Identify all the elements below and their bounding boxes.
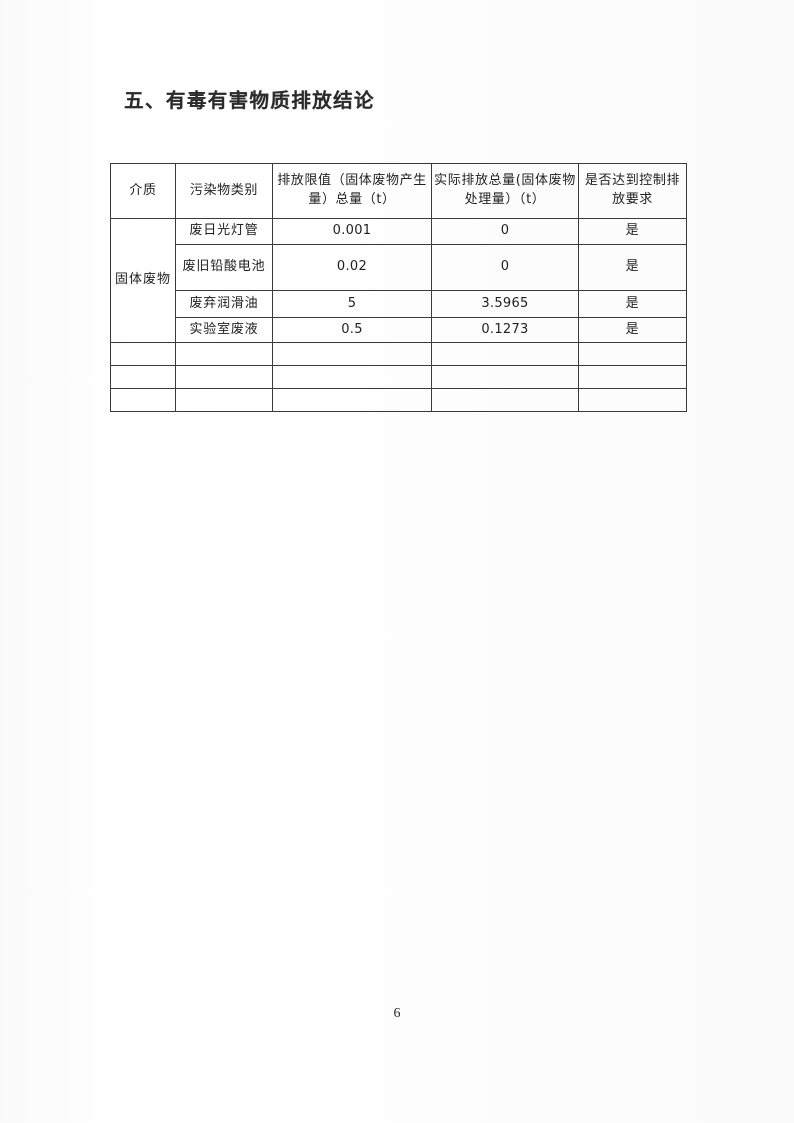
cell-category (175, 388, 273, 412)
table-row-empty (110, 342, 687, 366)
cell-actual-emission (431, 365, 579, 389)
table-header-row: 介质 污染物类别 排放限值（固体废物产生量）总量（t） 实际排放总量(固体废物处… (110, 163, 687, 219)
table-row: 固体废物 废日光灯管 0.001 0 是 (110, 218, 687, 343)
page-title: 五、有毒有害物质排放结论 (124, 89, 375, 112)
cell-category: 废旧铅酸电池 (175, 244, 273, 291)
cell-emission-limit (272, 342, 432, 366)
cell-emission-limit (272, 365, 432, 389)
table-row-empty (110, 365, 687, 389)
cell-actual-emission: 3.5965 (431, 290, 579, 318)
table-row-empty (110, 388, 687, 412)
cell-meets-control (578, 365, 687, 389)
cell-emission-limit: 0.001 (272, 218, 432, 245)
cell-actual-emission: 0 (431, 244, 579, 291)
cell-emission-limit (272, 388, 432, 412)
cell-meets-control (578, 388, 687, 412)
cell-category (175, 342, 273, 366)
emission-conclusion-table: 介质 污染物类别 排放限值（固体废物产生量）总量（t） 实际排放总量(固体废物处… (110, 163, 687, 412)
cell-meets-control: 是 (578, 317, 687, 343)
table-row: 废旧铅酸电池 0.02 0 是 (111, 244, 687, 291)
column-header-actual-emission: 实际排放总量(固体废物处理量）（t） (431, 163, 579, 219)
medium-group-cell: 固体废物 (110, 218, 176, 343)
table-row: 废弃润滑油 5 3.5965 是 (111, 290, 687, 318)
cell-meets-control: 是 (578, 218, 687, 245)
column-header-meets-control: 是否达到控制排放要求 (578, 163, 687, 219)
emission-table-container: 介质 污染物类别 排放限值（固体废物产生量）总量（t） 实际排放总量(固体废物处… (110, 163, 687, 412)
cell-medium (110, 365, 176, 389)
cell-category: 废日光灯管 (175, 218, 273, 245)
cell-emission-limit: 0.02 (272, 244, 432, 291)
page-number: 6 (393, 1006, 401, 1021)
cell-meets-control: 是 (578, 244, 687, 291)
cell-meets-control: 是 (578, 290, 687, 318)
cell-actual-emission: 0 (431, 218, 579, 245)
cell-actual-emission (431, 388, 579, 412)
cell-actual-emission: 0.1273 (431, 317, 579, 343)
cell-category: 实验室废液 (175, 317, 273, 343)
table-row: 实验室废液 0.5 0.1273 是 (111, 317, 687, 343)
column-header-emission-limit: 排放限值（固体废物产生量）总量（t） (272, 163, 432, 219)
column-header-medium: 介质 (110, 163, 176, 219)
cell-emission-limit: 5 (272, 290, 432, 318)
cell-medium (110, 388, 176, 412)
cell-actual-emission (431, 342, 579, 366)
cell-category (175, 365, 273, 389)
column-header-pollutant-category: 污染物类别 (175, 163, 273, 219)
cell-meets-control (578, 342, 687, 366)
cell-emission-limit: 0.5 (272, 317, 432, 343)
cell-medium (110, 342, 176, 366)
cell-category: 废弃润滑油 (175, 290, 273, 318)
